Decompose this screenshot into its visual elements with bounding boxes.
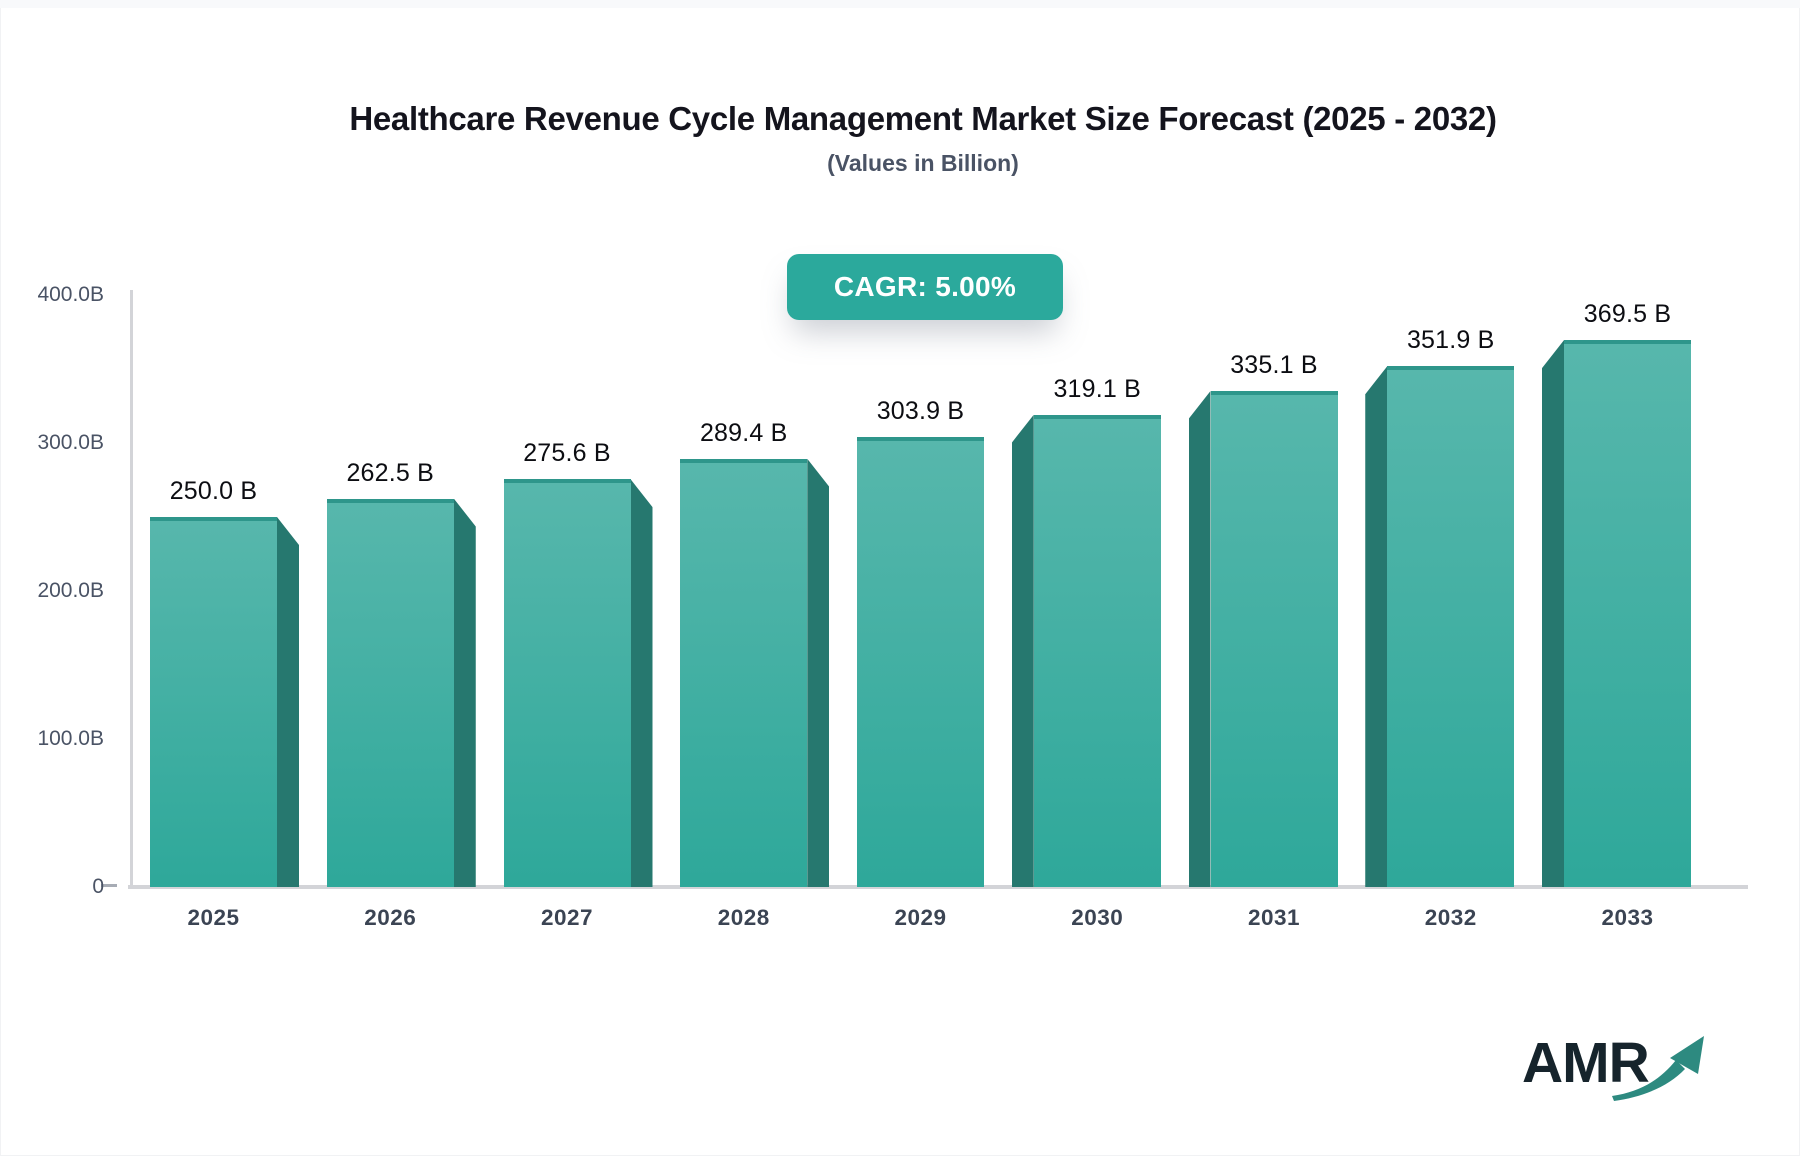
amr-logo: AMR	[1522, 1030, 1722, 1110]
y-tick-300.0B: 300.0B	[37, 431, 104, 454]
y-tick-0: 0	[92, 875, 104, 898]
growth-arrow-icon	[1612, 1036, 1704, 1101]
bar-2026	[326, 498, 454, 887]
bar-side-2026	[453, 498, 476, 887]
bar-2028	[680, 458, 808, 887]
x-tick-2025: 2025	[187, 905, 240, 930]
bar-value-label-2033: 369.5 B	[1583, 300, 1672, 329]
bar-side-2033	[1542, 340, 1564, 887]
bar-value-label-2031: 335.1 B	[1230, 351, 1318, 380]
bar-2031	[1210, 391, 1338, 887]
bar-value-label-2027: 275.6 B	[523, 439, 611, 468]
top-border-strip	[0, 0, 1800, 8]
x-tick-2028: 2028	[717, 905, 770, 930]
bar-2030	[1033, 414, 1161, 887]
y-axis-line	[130, 290, 133, 887]
bar-side-2031	[1188, 391, 1211, 887]
x-tick-2029: 2029	[894, 905, 947, 930]
bar-side-2030	[1011, 414, 1034, 887]
x-axis-line	[128, 885, 1748, 889]
x-tick-2033: 2033	[1601, 905, 1654, 930]
bar-side-2025	[277, 517, 299, 887]
y-tick-400.0B: 400.0B	[37, 283, 104, 306]
x-tick-2026: 2026	[364, 905, 417, 930]
bar-2029	[857, 437, 984, 887]
bar-2027	[503, 479, 631, 887]
chart-subtitle: (Values in Billion)	[827, 150, 1019, 176]
bar-side-2028	[807, 458, 830, 887]
x-tick-2030: 2030	[1071, 905, 1124, 930]
bar-2032	[1387, 366, 1515, 887]
amr-logo-text: AMR	[1522, 1031, 1650, 1095]
bar-value-label-2026: 262.5 B	[346, 458, 435, 487]
y-tick-200.0B: 200.0B	[37, 579, 104, 602]
bar-2033	[1564, 340, 1691, 887]
x-tick-2032: 2032	[1424, 905, 1477, 930]
x-tick-2031: 2031	[1247, 905, 1301, 930]
bar-value-label-2025: 250.0 B	[169, 477, 258, 505]
x-tick-2027: 2027	[540, 905, 594, 930]
bar-value-label-2030: 319.1 B	[1053, 374, 1142, 403]
bar-2025	[150, 517, 277, 887]
cagr-badge: CAGR: 5.00%	[787, 254, 1063, 320]
y-tick-100.0B: 100.0B	[37, 727, 104, 750]
zero-tick-dash	[101, 884, 117, 887]
bar-value-label-2029: 303.9 B	[876, 397, 965, 426]
cagr-badge-label: CAGR: 5.00%	[833, 271, 1017, 302]
chart-title: Healthcare Revenue Cycle Management Mark…	[349, 100, 1497, 137]
bar-side-2032	[1365, 366, 1388, 887]
bar-side-2027	[630, 479, 653, 887]
bar-value-label-2032: 351.9 B	[1406, 326, 1495, 355]
bar-value-label-2028: 289.4 B	[699, 418, 788, 447]
